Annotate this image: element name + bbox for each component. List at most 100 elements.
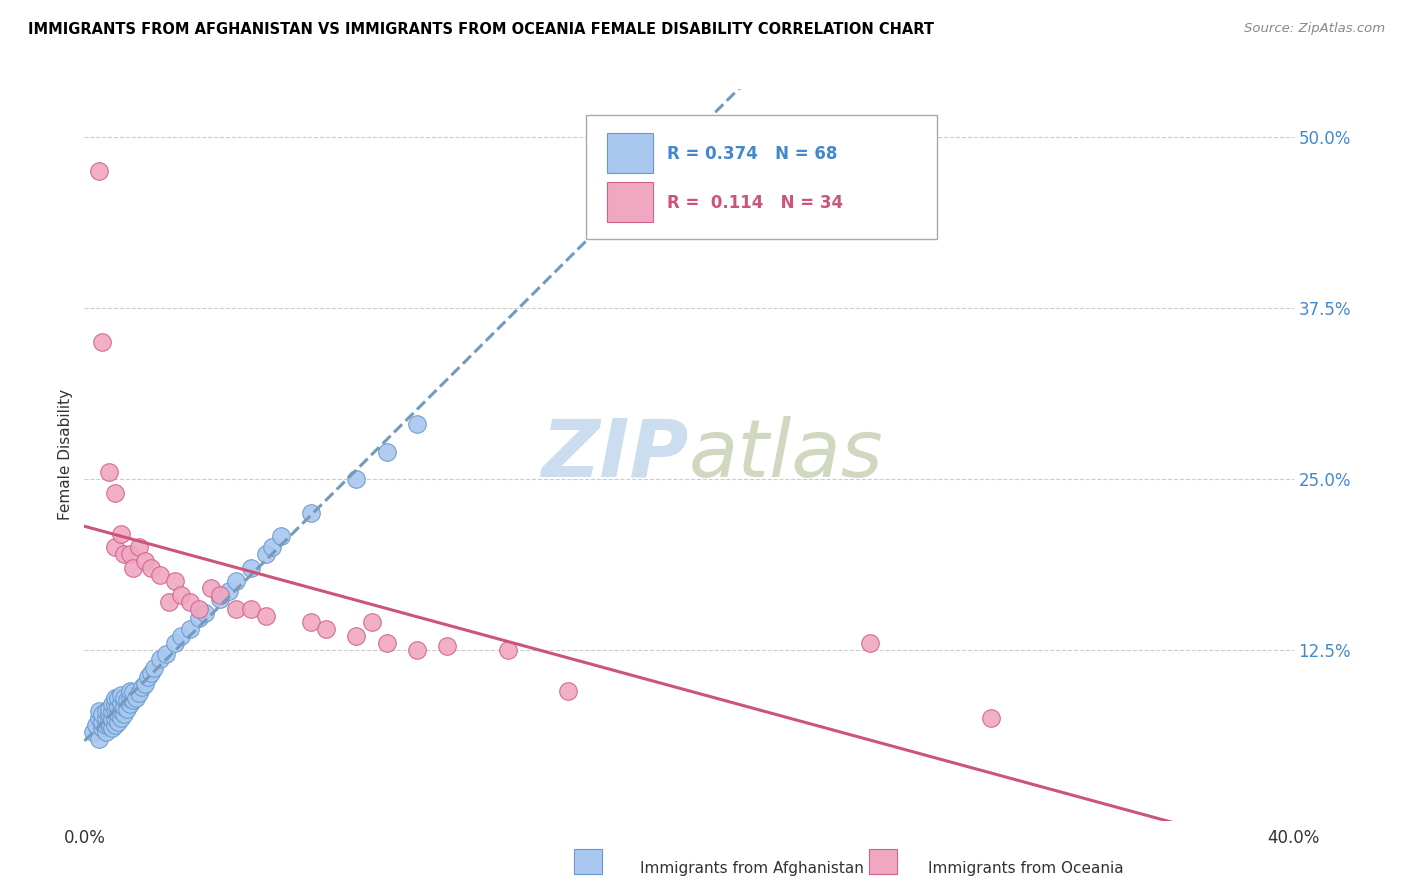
Point bbox=[980, 711, 1002, 725]
Point bbox=[131, 680, 153, 694]
Point bbox=[209, 588, 232, 602]
Point bbox=[315, 622, 337, 636]
Text: Immigrants from Afghanistan: Immigrants from Afghanistan bbox=[640, 861, 863, 876]
Point bbox=[118, 683, 141, 698]
Point bbox=[155, 647, 177, 661]
Point bbox=[112, 706, 135, 721]
Point bbox=[218, 584, 240, 599]
Point bbox=[107, 706, 129, 721]
Point bbox=[125, 690, 148, 705]
Point bbox=[89, 711, 111, 725]
Point bbox=[254, 547, 277, 561]
Point bbox=[94, 711, 117, 725]
Point bbox=[91, 706, 114, 721]
Point bbox=[299, 615, 322, 630]
Point bbox=[107, 715, 129, 730]
Point bbox=[270, 529, 292, 543]
Point bbox=[104, 704, 127, 718]
Point bbox=[104, 540, 127, 554]
Text: atlas: atlas bbox=[689, 416, 884, 494]
Point bbox=[136, 670, 159, 684]
Bar bbox=[607, 133, 652, 173]
Point bbox=[225, 601, 247, 615]
Point bbox=[118, 690, 141, 705]
Point bbox=[89, 164, 111, 178]
Point bbox=[94, 704, 117, 718]
Point bbox=[94, 724, 117, 739]
Point bbox=[104, 718, 127, 732]
Point bbox=[110, 696, 132, 710]
Point bbox=[118, 547, 141, 561]
Point bbox=[209, 592, 232, 607]
Point bbox=[110, 711, 132, 725]
Point bbox=[179, 622, 201, 636]
Point bbox=[299, 506, 322, 520]
Point bbox=[170, 629, 193, 643]
Point bbox=[139, 560, 162, 574]
Point bbox=[97, 718, 120, 732]
Text: Source: ZipAtlas.com: Source: ZipAtlas.com bbox=[1244, 22, 1385, 36]
Point bbox=[260, 540, 283, 554]
Point bbox=[121, 560, 143, 574]
Point bbox=[134, 677, 156, 691]
Point bbox=[86, 718, 108, 732]
Point bbox=[188, 611, 211, 625]
Point bbox=[112, 547, 135, 561]
Point bbox=[89, 731, 111, 746]
Point bbox=[346, 629, 368, 643]
Point bbox=[128, 540, 150, 554]
Point bbox=[110, 704, 132, 718]
Text: R =  0.114   N = 34: R = 0.114 N = 34 bbox=[668, 194, 844, 211]
Point bbox=[149, 567, 172, 582]
Text: ZIP: ZIP bbox=[541, 416, 689, 494]
Point bbox=[97, 701, 120, 715]
Point bbox=[100, 721, 122, 735]
Point bbox=[121, 685, 143, 699]
Point bbox=[239, 601, 262, 615]
Text: R = 0.374   N = 68: R = 0.374 N = 68 bbox=[668, 145, 838, 162]
Point bbox=[100, 713, 122, 727]
Point bbox=[82, 724, 104, 739]
Point bbox=[100, 698, 122, 712]
Point bbox=[179, 595, 201, 609]
Point bbox=[165, 636, 187, 650]
Point bbox=[375, 444, 398, 458]
Point bbox=[89, 704, 111, 718]
Point bbox=[104, 690, 127, 705]
Point bbox=[110, 688, 132, 702]
Point bbox=[239, 560, 262, 574]
Point bbox=[121, 693, 143, 707]
Point bbox=[115, 693, 138, 707]
Point bbox=[107, 690, 129, 705]
Text: IMMIGRANTS FROM AFGHANISTAN VS IMMIGRANTS FROM OCEANIA FEMALE DISABILITY CORRELA: IMMIGRANTS FROM AFGHANISTAN VS IMMIGRANT… bbox=[28, 22, 934, 37]
Bar bbox=[607, 182, 652, 222]
FancyBboxPatch shape bbox=[586, 115, 936, 239]
Point bbox=[139, 665, 162, 680]
Point bbox=[97, 706, 120, 721]
Point bbox=[165, 574, 187, 589]
Point bbox=[115, 701, 138, 715]
Point bbox=[859, 636, 882, 650]
Point bbox=[375, 636, 398, 650]
Point bbox=[436, 639, 458, 653]
Y-axis label: Female Disability: Female Disability bbox=[58, 389, 73, 521]
Point bbox=[254, 608, 277, 623]
Point bbox=[142, 660, 165, 674]
Point bbox=[91, 335, 114, 350]
Point bbox=[157, 595, 180, 609]
Point bbox=[104, 711, 127, 725]
Point bbox=[557, 683, 579, 698]
Point bbox=[496, 642, 519, 657]
Point bbox=[112, 700, 135, 714]
Point bbox=[97, 465, 120, 479]
Point bbox=[104, 485, 127, 500]
Point bbox=[346, 472, 368, 486]
Point bbox=[225, 574, 247, 589]
Point bbox=[100, 704, 122, 718]
Point bbox=[170, 588, 193, 602]
Point bbox=[406, 417, 429, 432]
Point bbox=[104, 698, 127, 712]
Point bbox=[128, 686, 150, 700]
Point bbox=[91, 715, 114, 730]
Point bbox=[97, 715, 120, 730]
